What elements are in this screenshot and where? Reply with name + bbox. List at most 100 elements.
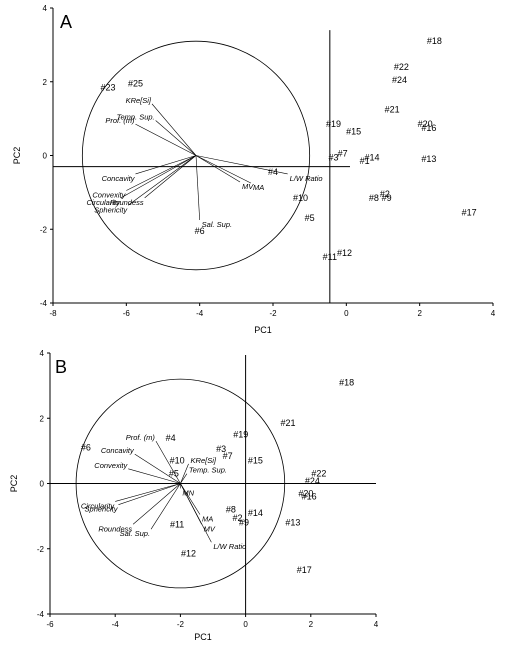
panel-a-y-tick-label: 2 [43, 78, 48, 87]
panel-b-x-tick-label: -4 [112, 620, 120, 629]
panel-a-x-axis-title: PC1 [254, 325, 272, 335]
panel-b-point-12: #12 [181, 549, 196, 559]
panel-b-point-13: #13 [285, 518, 300, 528]
panel-a-vector-label-temp-sup: Temp. Sup. [117, 112, 155, 121]
panel-a-point-18: #18 [427, 36, 442, 46]
panel-b-point-18: #18 [339, 377, 354, 387]
panel-a-vector-label-ma: MA [253, 183, 264, 192]
panel-b-point-14: #14 [248, 508, 263, 518]
panel-a-point-7: #7 [338, 149, 348, 159]
panel-a-point-12: #12 [337, 248, 352, 258]
panel-a-vector-label-mv: MV [242, 182, 254, 191]
panel-b-point-21: #21 [280, 418, 295, 428]
panel-b-y-tick-label: 0 [40, 480, 45, 489]
panel-b-vector-sal-sup [150, 483, 181, 530]
panel-b-vector-label-l-w-ratio: L/W Ratio [213, 542, 246, 551]
panel-b-point-3: #3 [216, 444, 226, 454]
panel-a-x-tick-label: 4 [491, 309, 496, 318]
panel-a-point-14: #14 [364, 152, 379, 162]
panel-a-point-5: #5 [305, 213, 315, 223]
panel-a-vector-label-roundess: Roundess [110, 198, 144, 207]
panel-a-vector-label-convexity: Convexity [92, 191, 126, 200]
panel-a-point-21: #21 [385, 104, 400, 114]
panel-b-x-tick-label: -6 [46, 620, 54, 629]
panel-b-point-24: #24 [305, 476, 320, 486]
panel-b-x-tick-label: 2 [309, 620, 314, 629]
panel-a-vector-label-circularity: Circularity [86, 198, 121, 207]
panel-a: -8 -6 -4 -2 0 2 4 -4 -2 0 2 4 PC1 PC2 A KRe[Si] Temp. Su… [12, 4, 496, 335]
panel-b-vector-label-circularity: Circularity [81, 501, 116, 510]
panel-a-x-tick-label: 2 [417, 309, 422, 318]
panel-a-vector-label-kre-si: KRe[Si] [126, 96, 152, 105]
panel-a-point-13: #13 [421, 154, 436, 164]
panel-b-vector-label-mn: MN [182, 488, 194, 497]
panel-b-point-15: #15 [248, 456, 263, 466]
panel-b-point-7: #7 [223, 451, 233, 461]
panel-a-point-24: #24 [392, 75, 407, 85]
panel-b-point-8: #8 [226, 505, 236, 515]
panel-b-vector-label-ma: MA [202, 514, 213, 523]
panel-a-point-25: #25 [128, 79, 143, 89]
panel-b-vector-prof-m [155, 440, 181, 484]
panel-b-y-tick-label: -4 [37, 610, 45, 619]
panel-b-point-22: #22 [311, 469, 326, 479]
panel-b-point-5: #5 [169, 469, 179, 479]
panel-a-x-tick-label: -6 [123, 309, 131, 318]
panel-a-vector-l-w-ratio [195, 155, 288, 175]
panel-b-point-19: #19 [233, 430, 248, 440]
panel-a-point-2: #2 [380, 189, 390, 199]
panel-a-y-tick-label: -4 [40, 299, 48, 308]
panel-a-y-tick-label: 4 [43, 4, 48, 13]
panel-a-x-tick-label: -4 [196, 309, 204, 318]
panel-a-x-tick-label: -8 [49, 309, 57, 318]
panel-b-x-tick-label: -2 [177, 620, 185, 629]
panel-a-point-11: #11 [323, 252, 337, 262]
panel-b-point-6: #6 [81, 443, 91, 453]
panel-a-vector-prof-m [135, 123, 197, 156]
panel-a-x-tick-label: -2 [269, 309, 277, 318]
panel-a-vector-convexity [126, 155, 197, 191]
panel-a-point-20: #20 [418, 119, 433, 129]
panel-a-point-10: #10 [293, 193, 308, 203]
panel-b-x-axis-title: PC1 [194, 632, 212, 642]
panel-a-vector-circularity [120, 155, 197, 199]
panel-b-x-tick-label: 0 [243, 620, 248, 629]
panel-b-x-tick-label: 4 [374, 620, 379, 629]
panel-a-x-tick-label: 0 [344, 309, 349, 318]
panel-a-vector-sphericity [127, 155, 197, 206]
panel-b-vector-label-concavity: Concavity [101, 446, 135, 455]
panel-a-vector-concavity [135, 155, 197, 175]
panel-a-vector-label-prof-m: Prof. (m) [105, 116, 135, 125]
panel-a-y-tick-label: 0 [43, 152, 48, 161]
panel-b-point-17: #17 [297, 565, 312, 575]
panel-b-y-axis-title: PC2 [9, 475, 19, 493]
panel-a-point-3: #3 [328, 152, 338, 162]
panel-a-point-9: #9 [382, 193, 392, 203]
panel-a-point-22: #22 [394, 62, 409, 72]
panel-a-vector-label-concavity: Concavity [102, 174, 136, 183]
panel-b-vector-ma [180, 483, 201, 515]
panel-b-vector-label-convexity: Convexity [94, 461, 128, 470]
panel-a-point-16: #16 [421, 123, 436, 133]
panel-a-vector-ma [195, 155, 252, 184]
panel-a-vector-label-sphericity: Sphericity [94, 205, 128, 214]
panel-b-point-9: #9 [239, 518, 249, 528]
panel-b-y-tick-label: -2 [37, 545, 45, 554]
panel-b-vector-roundess [132, 483, 181, 525]
panel-b-point-11: #11 [170, 519, 184, 529]
panel-a-correlation-circle [81, 40, 311, 271]
panel-b-vector-sphericity [118, 483, 181, 505]
panel-b-vector-label-sal-sup: Sal. Sup. [120, 529, 150, 538]
panel-a-point-23: #23 [100, 82, 115, 92]
panel-b-point-4: #4 [166, 433, 176, 443]
panel-b-vector-label-prof-m: Prof. (m) [126, 433, 156, 442]
panel-b-vector-l-w-ratio [180, 483, 212, 543]
panel-a-vector-label-l-w-ratio: L/W Ratio [290, 174, 323, 183]
panel-a-y-tick-label: -2 [40, 225, 48, 234]
panel-b-y-tick-label: 4 [40, 349, 45, 358]
panel-b-vector-label-temp-sup: Temp. Sup. [189, 466, 227, 475]
panel-b-vector-label-roundess: Roundess [98, 524, 132, 533]
panel-b-y-tick-label: 2 [40, 414, 45, 423]
panel-b-vector-label-kre-si: KRe[Si] [191, 456, 217, 465]
